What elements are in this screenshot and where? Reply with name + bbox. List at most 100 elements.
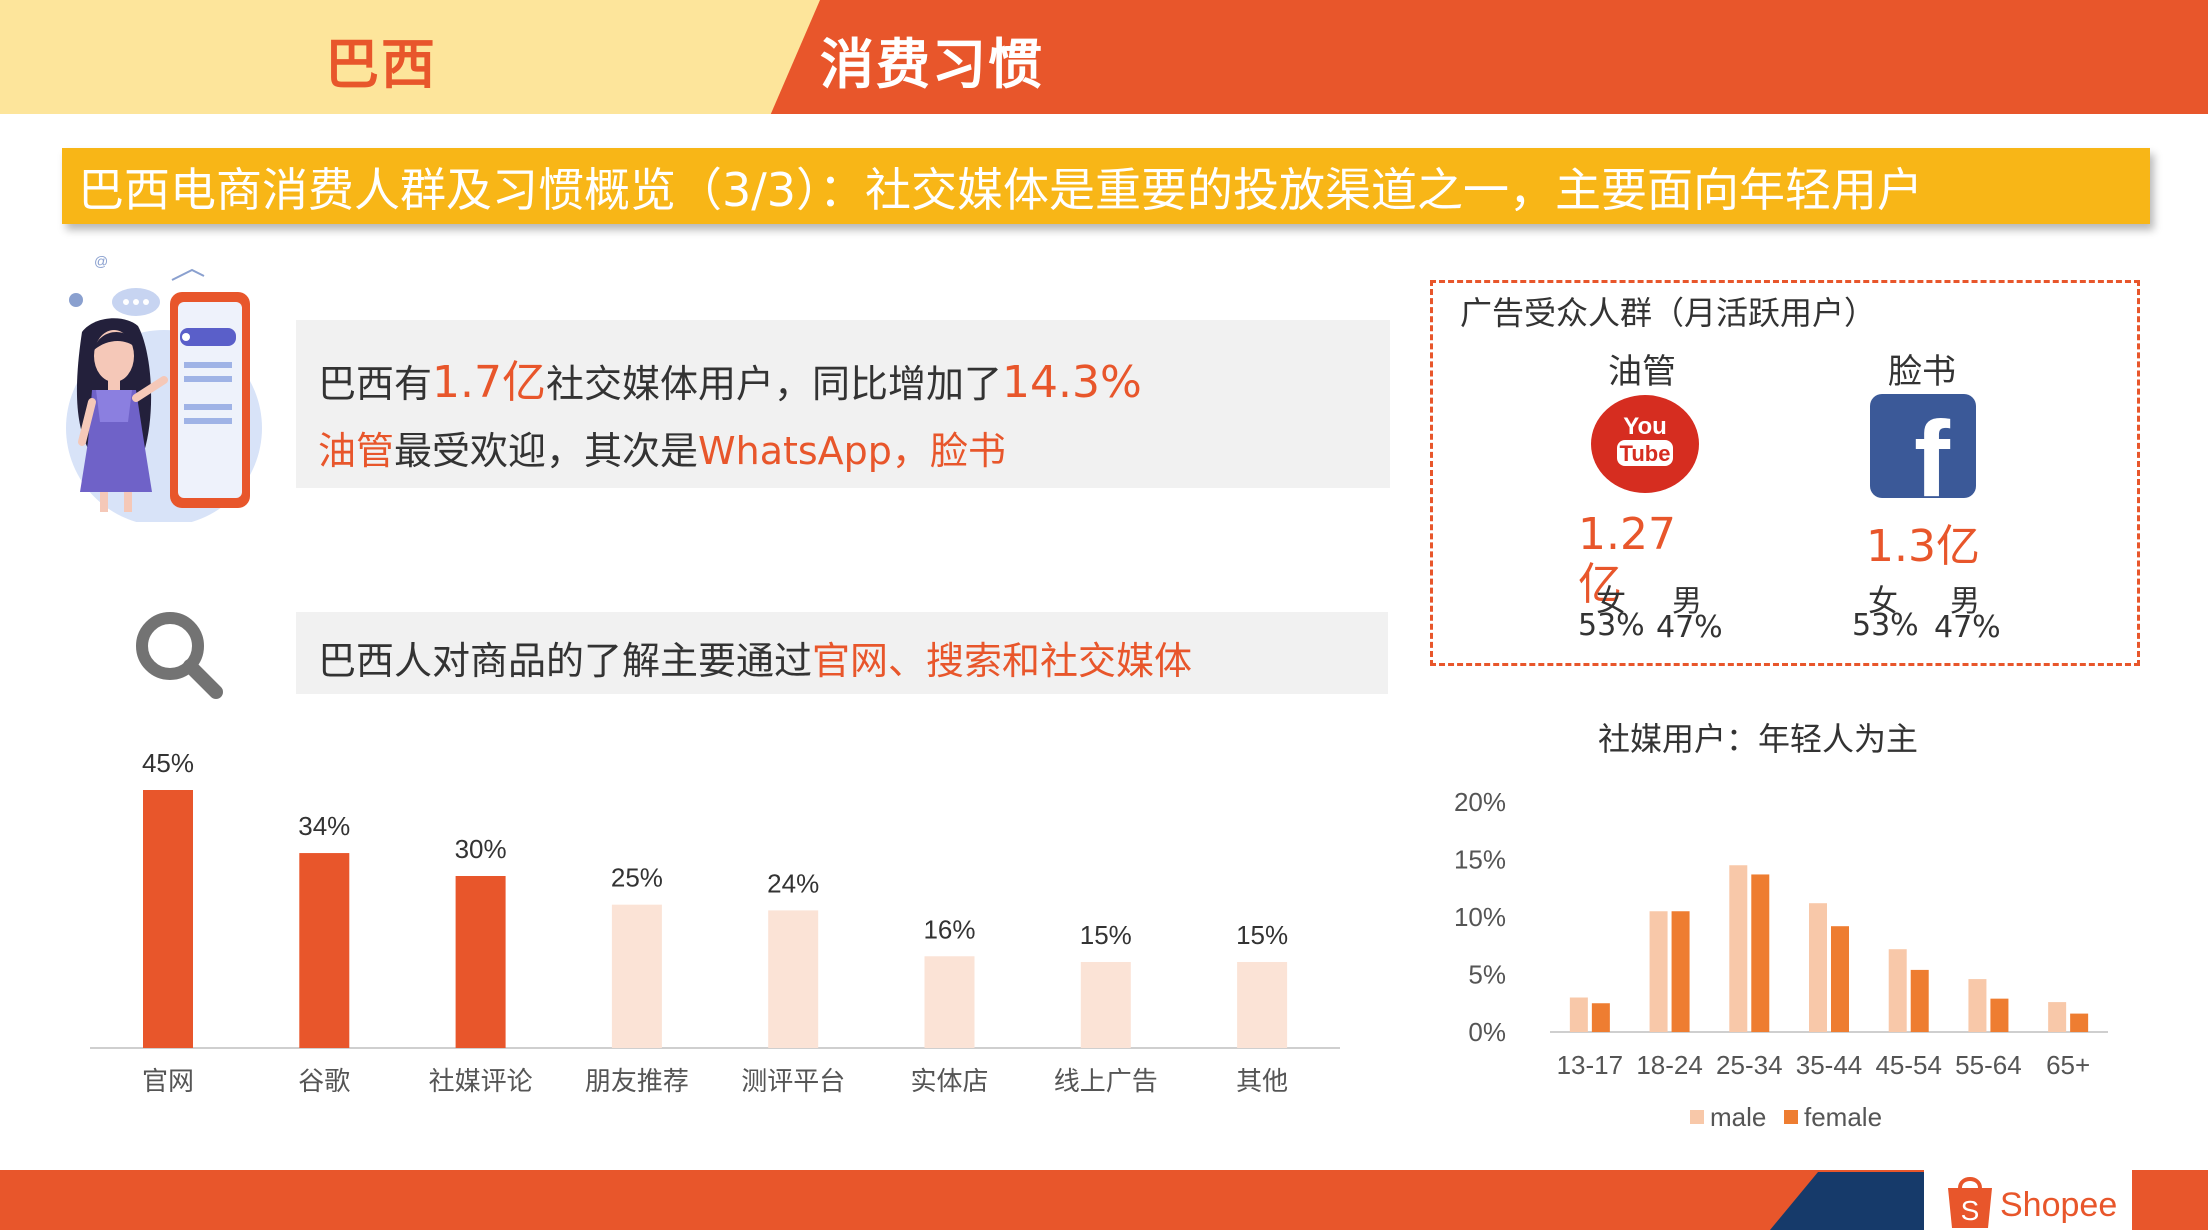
top-platform: 油管 <box>318 429 395 473</box>
y-tick-label: 20% <box>1454 787 1506 817</box>
chart-bar <box>768 910 819 1048</box>
youtube-male-label: 男 <box>1672 584 1702 619</box>
male-bar <box>2048 1002 2067 1032</box>
x-tick-label: 13-17 <box>1557 1050 1624 1080</box>
platform-popularity-line: 油管最受欢迎，其次是WhatsApp，脸书 <box>318 420 1006 475</box>
x-tick-label: 实体店 <box>910 1066 988 1096</box>
y-tick-label: 0% <box>1468 1017 1506 1047</box>
ad-audience-heading: 广告受众人群（月活跃用户） <box>1460 294 1877 332</box>
x-tick-label: 官网 <box>142 1066 194 1096</box>
data-label: 15% <box>1080 920 1132 950</box>
female-bar <box>1910 969 1929 1032</box>
male-bar <box>1968 979 1987 1032</box>
youtube-female-label: 女 <box>1596 584 1626 619</box>
x-tick-label: 55-64 <box>1955 1050 2022 1080</box>
country-label: 巴西 <box>325 33 437 96</box>
female-bar <box>1671 911 1690 1032</box>
woman-phone-illustration: @ <box>66 253 262 522</box>
legend-label: male <box>1710 1102 1766 1132</box>
chart-bar <box>924 956 975 1048</box>
x-tick-label: 25-34 <box>1716 1050 1783 1080</box>
shopee-bag-letter: S <box>1961 1195 1980 1226</box>
other-platforms: WhatsApp，脸书 <box>698 429 1006 473</box>
popularity-text: 最受欢迎，其次是 <box>394 429 699 473</box>
male-bar <box>1649 911 1668 1032</box>
social-media-summary-box <box>296 320 1390 488</box>
legend-label: female <box>1804 1102 1882 1132</box>
social-media-stat-line: 巴西有1.7亿社交媒体用户，同比增加了14.3% <box>318 346 1142 410</box>
female-bar <box>1990 998 2009 1032</box>
age-gender-bar-chart: 0% 5% 10% 15% 20% 13-17 18-24 25-34 35-44 45-54 55… <box>1454 787 2108 1132</box>
female-bar <box>2070 1013 2089 1032</box>
stat-text: 社交媒体用户，同比增加了 <box>546 362 1003 406</box>
chart-bar <box>455 876 506 1048</box>
y-tick-label: 15% <box>1454 845 1506 875</box>
discovery-channels: 官网、搜索和社交媒体 <box>812 639 1193 683</box>
x-tick-label: 社媒评论 <box>429 1066 533 1096</box>
facebook-users: 1.3亿 <box>1866 521 1980 572</box>
facebook-logo-letter: f <box>1914 398 1951 498</box>
x-tick-label: 朋友推荐 <box>585 1066 689 1096</box>
legend-swatch <box>1784 1110 1798 1124</box>
facebook-male-label: 男 <box>1950 584 1980 619</box>
data-label: 16% <box>923 914 975 944</box>
female-bar <box>1591 1003 1610 1032</box>
male-bar <box>1729 865 1748 1032</box>
section-label: 消费习惯 <box>820 33 1044 96</box>
title-banner <box>62 148 2150 224</box>
youtube-name: 油管 <box>1608 352 1676 392</box>
female-bar <box>1751 874 1770 1032</box>
chart-bar <box>299 853 350 1048</box>
facebook-male-share: 47% <box>1934 610 2001 645</box>
shopee-logo-icon: S <box>1948 1177 1992 1228</box>
age-chart-title: 社媒用户：年轻人为主 <box>1598 720 1919 758</box>
discovery-summary-box <box>296 612 1388 694</box>
chart-bar <box>143 790 193 1048</box>
youtube-logo-top: You <box>1623 413 1667 440</box>
x-tick-label: 35-44 <box>1796 1050 1863 1080</box>
magnifier-icon <box>136 612 223 699</box>
youtube-users: 1.27亿 <box>1578 509 1676 610</box>
facebook-name: 脸书 <box>1888 352 1956 392</box>
svg-text:@: @ <box>94 253 108 269</box>
data-label: 45% <box>142 748 194 778</box>
discovery-line: 巴西人对商品的了解主要通过官网、搜索和社交媒体 <box>318 630 1192 685</box>
ad-audience-box <box>1430 280 2140 666</box>
x-tick-label: 其他 <box>1236 1066 1288 1096</box>
chart-bar <box>1080 962 1131 1048</box>
male-bar <box>1809 903 1827 1032</box>
users-count: 1.7亿 <box>432 357 546 408</box>
youtube-female-share: 53% <box>1578 608 1645 643</box>
male-bar <box>1569 997 1588 1032</box>
facebook-female-share: 53% <box>1852 608 1919 643</box>
youtube-male-share: 47% <box>1656 610 1723 645</box>
x-tick-label: 65+ <box>2046 1050 2090 1080</box>
facebook-female-label: 女 <box>1868 584 1898 619</box>
chart-bar <box>611 904 662 1048</box>
channel-bar-chart: 45% 官网 34% 谷歌 30% 社媒评论 25% 朋友推荐 24% 测评平台 16% 实体店 15%… <box>90 748 1340 1096</box>
x-tick-label: 18-24 <box>1636 1050 1703 1080</box>
x-tick-label: 线上广告 <box>1054 1066 1158 1096</box>
data-label: 25% <box>611 863 663 893</box>
data-label: 30% <box>455 834 507 864</box>
y-tick-label: 5% <box>1468 960 1506 990</box>
data-label: 34% <box>298 811 350 841</box>
stat-text: 巴西有 <box>318 362 433 406</box>
shopee-brand: Shopee <box>2000 1186 2118 1224</box>
x-tick-label: 测评平台 <box>741 1066 845 1096</box>
x-tick-label: 谷歌 <box>298 1066 350 1096</box>
country-tab <box>0 0 820 114</box>
data-label: 24% <box>767 868 819 898</box>
female-bar <box>1831 926 1849 1032</box>
chart-bar <box>1237 962 1288 1048</box>
legend-swatch <box>1690 1110 1704 1124</box>
data-label: 15% <box>1236 920 1288 950</box>
male-bar <box>1888 949 1907 1032</box>
youtube-logo-icon: You Tube <box>1591 395 1699 493</box>
discovery-text: 巴西人对商品的了解主要通过 <box>318 639 813 683</box>
page-title: 巴西电商消费人群及习惯概览（3/3）：社交媒体是重要的投放渠道之一，主要面向年轻… <box>78 163 1924 217</box>
youtube-logo-bottom: Tube <box>1620 441 1671 466</box>
x-tick-label: 45-54 <box>1875 1050 1942 1080</box>
facebook-logo-icon: f <box>1870 394 1976 498</box>
growth-rate: 14.3% <box>1002 357 1142 408</box>
